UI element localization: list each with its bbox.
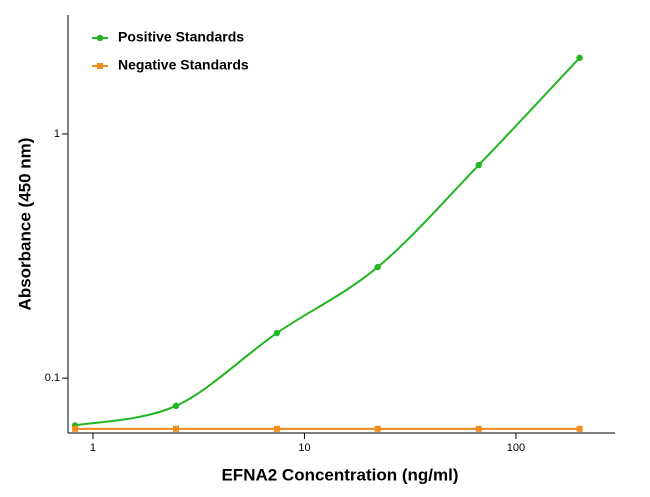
data-point	[374, 263, 381, 271]
x-tick-label: 1	[90, 442, 96, 454]
data-point	[72, 425, 79, 432]
x-tick-label: 10	[298, 442, 310, 454]
data-point	[273, 329, 281, 337]
y-tick-label: 1	[54, 128, 60, 140]
data-point	[374, 425, 381, 432]
data-point	[172, 402, 180, 410]
data-point	[173, 425, 180, 432]
legend-label: Negative Standards	[118, 57, 249, 73]
data-point	[576, 425, 583, 432]
series-line	[74, 57, 581, 427]
data-point	[576, 54, 583, 62]
legend-label: Positive Standards	[118, 29, 244, 45]
legend-marker	[96, 34, 104, 42]
legend-marker	[97, 63, 103, 69]
y-tick-label: 0.1	[45, 372, 60, 384]
data-point	[273, 425, 280, 432]
x-axis-title: EFNA2 Concentration (ng/ml)	[221, 465, 458, 484]
data-point	[475, 425, 482, 432]
data-point	[475, 161, 482, 169]
x-tick-label: 100	[507, 442, 525, 454]
y-axis-title: Absorbance (450 nm)	[15, 138, 34, 311]
